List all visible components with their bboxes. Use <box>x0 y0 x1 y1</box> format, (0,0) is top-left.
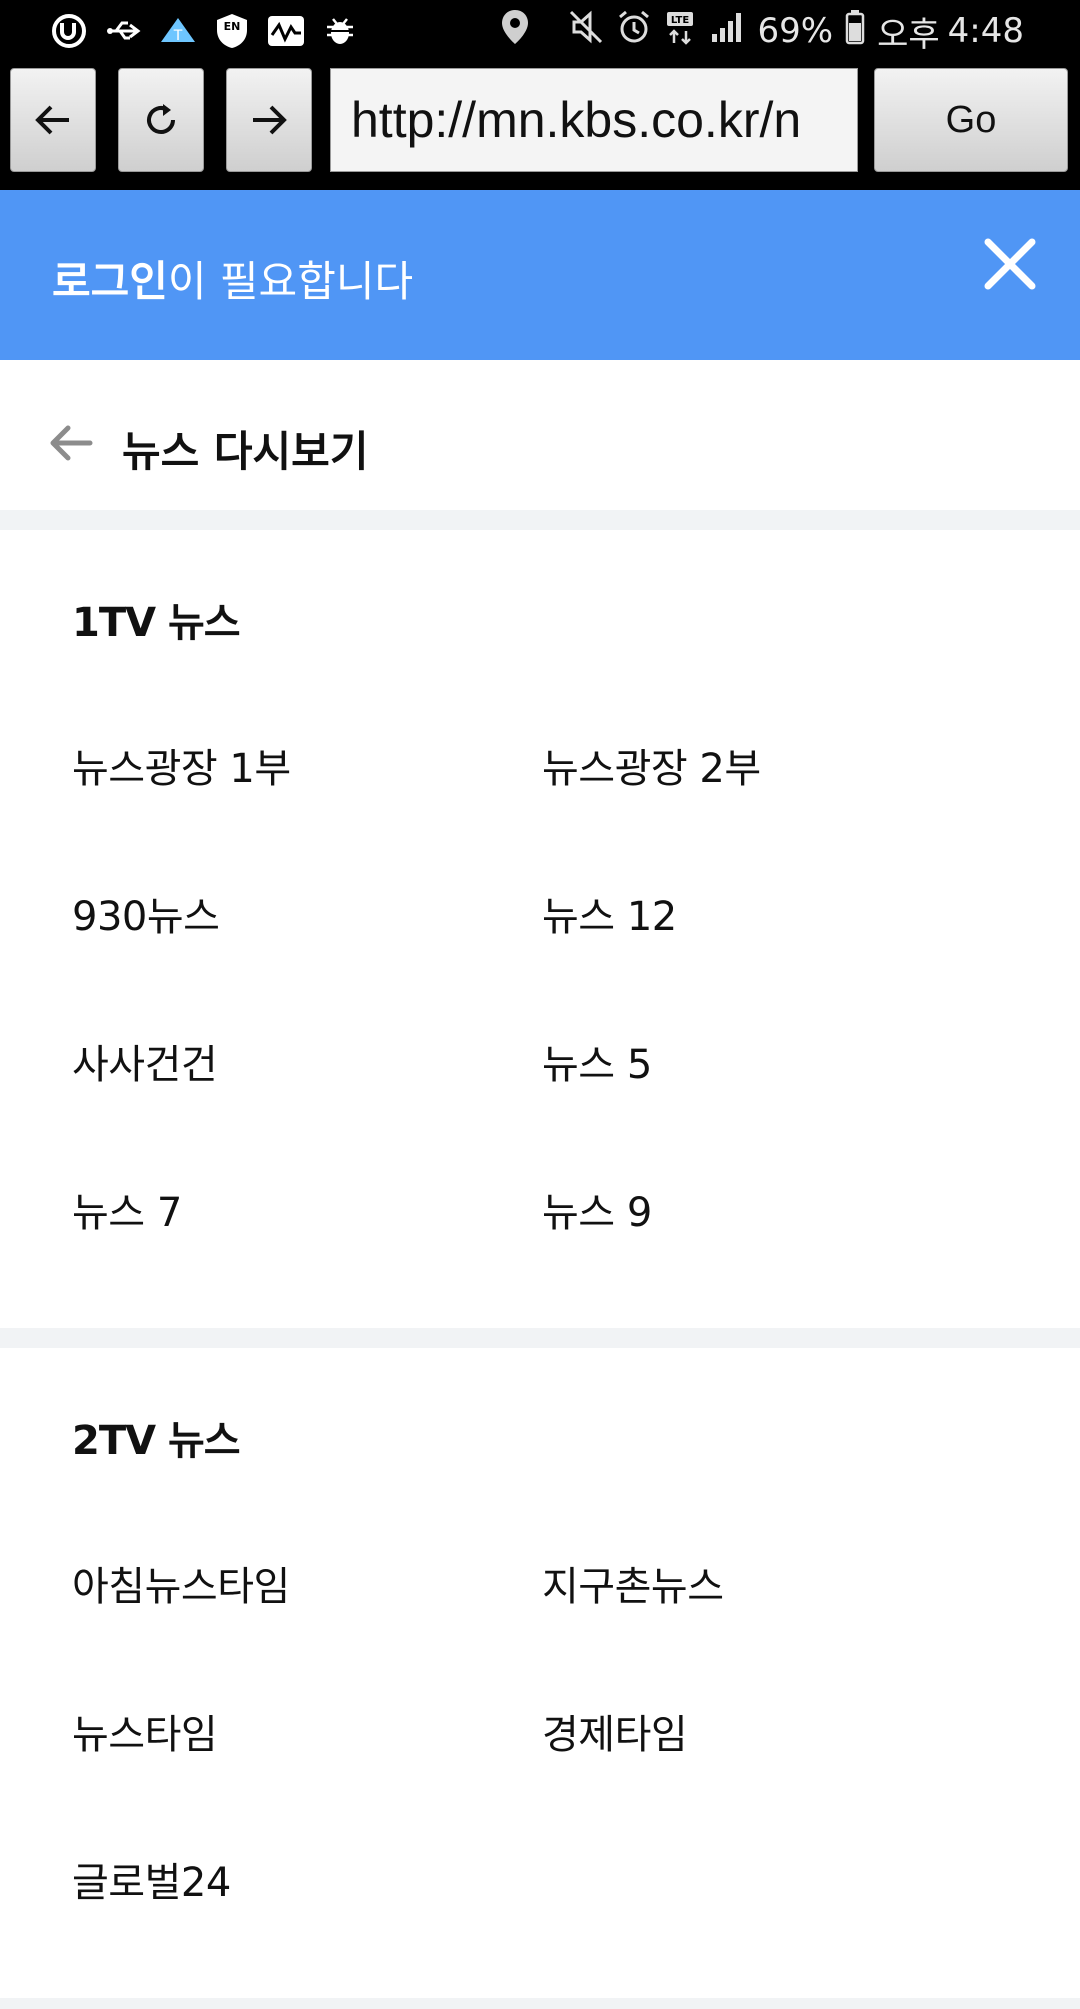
menu-item[interactable]: 경제타임 <box>542 1712 688 1758</box>
menu-item[interactable]: 뉴스광장 1부 <box>72 746 291 792</box>
svg-text:LTE: LTE <box>670 15 689 26</box>
menu-item[interactable]: 930뉴스 <box>72 894 220 940</box>
usb-icon <box>104 13 144 49</box>
go-button[interactable]: Go <box>874 68 1068 172</box>
refresh-icon <box>147 104 175 134</box>
menu-item[interactable]: 뉴스광장 2부 <box>542 746 761 792</box>
arrow-right-icon <box>253 105 287 135</box>
reload-button[interactable] <box>118 68 204 172</box>
url-input[interactable]: http://mn.kbs.co.kr/n <box>330 68 858 172</box>
battery-percent: 69% <box>757 11 834 51</box>
section-title-2tv: 2TV 뉴스 <box>72 1418 241 1464</box>
menu-item[interactable]: 뉴스타임 <box>72 1712 218 1758</box>
clock-ampm: 오후 <box>877 14 940 55</box>
browser-toolbar: http://mn.kbs.co.kr/n Go <box>0 62 1080 190</box>
status-right: LTE 69% 오후 4:48 <box>500 8 1024 55</box>
section-divider <box>0 1998 1080 2009</box>
login-link[interactable]: 로그인 <box>52 257 168 306</box>
svg-text:T: T <box>173 28 183 44</box>
menu-item[interactable]: 사사건건 <box>72 1042 218 1088</box>
arrow-left-icon <box>35 105 69 135</box>
svg-text:EN: EN <box>224 20 241 33</box>
login-required-text: 이 필요합니다 <box>167 257 414 306</box>
battery-icon <box>845 9 865 54</box>
location-icon <box>500 8 530 55</box>
en-shield-icon: EN <box>212 13 252 49</box>
bug-icon <box>320 13 360 49</box>
menu-item[interactable]: 아침뉴스타임 <box>72 1564 290 1610</box>
clock-time: 4:48 <box>947 11 1024 51</box>
section-divider <box>0 510 1080 530</box>
activity-icon <box>266 13 306 49</box>
page-title: 뉴스 다시보기 <box>122 427 369 476</box>
section-divider <box>0 1328 1080 1348</box>
login-banner-text: 로그인이 필요합니다 <box>52 248 413 309</box>
signal-icon <box>710 10 746 53</box>
u-plus-icon <box>50 13 90 49</box>
page-header <box>0 360 1080 510</box>
menu-item[interactable]: 뉴스 12 <box>542 894 677 940</box>
menu-item[interactable]: 지구촌뉴스 <box>542 1564 724 1610</box>
status-bar: T EN LTE 69% 오후 4:48 <box>0 0 1080 62</box>
tmap-icon: T <box>158 13 198 49</box>
section-title-1tv: 1TV 뉴스 <box>72 600 241 646</box>
mute-icon <box>568 9 604 54</box>
forward-button[interactable] <box>226 68 312 172</box>
close-icon[interactable] <box>982 236 1038 292</box>
lte-icon: LTE <box>664 9 698 54</box>
menu-item[interactable]: 뉴스 9 <box>542 1190 652 1236</box>
back-arrow-icon[interactable] <box>48 420 94 466</box>
login-banner: 로그인이 필요합니다 <box>0 190 1080 360</box>
menu-item[interactable]: 뉴스 5 <box>542 1042 652 1088</box>
alarm-icon <box>616 9 652 54</box>
back-button[interactable] <box>10 68 96 172</box>
menu-item[interactable]: 글로벌24 <box>72 1860 231 1906</box>
menu-item[interactable]: 뉴스 7 <box>72 1190 182 1236</box>
status-left-icons: T EN <box>50 10 360 52</box>
